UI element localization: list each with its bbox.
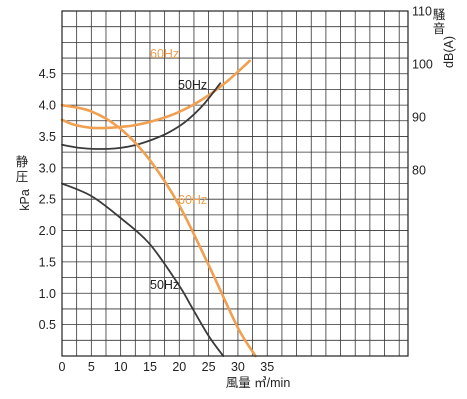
left-tick-label: 0.5 <box>39 318 56 332</box>
x-axis-title: 風量 ㎥/min <box>226 376 291 390</box>
left-tick-labels: 0.5 1.0 1.5 2.0 2.5 3.0 3.5 4.0 4.5 <box>39 67 56 332</box>
right-axis-quantity: 騒音 <box>433 8 446 36</box>
pressure-line-50hz <box>61 182 225 357</box>
left-axis-quantity: 静圧 <box>16 155 29 184</box>
left-tick-label: 1.0 <box>39 287 56 301</box>
left-axis-unit: kPa <box>18 189 32 211</box>
left-tick-label: 4.5 <box>39 67 56 81</box>
pressure-line-60hz <box>60 103 257 358</box>
x-tick-label: 20 <box>172 360 186 374</box>
right-axis-unit: dB(A) <box>442 36 456 68</box>
right-tick-label: 100 <box>412 58 433 72</box>
pressure-curves <box>60 103 257 358</box>
plot-frame <box>61 10 409 357</box>
right-tick-label: 110 <box>412 5 432 19</box>
right-tick-label: 80 <box>412 164 426 178</box>
noise-50hz-label: 50Hz <box>178 78 207 92</box>
left-tick-label: 2.0 <box>39 224 56 238</box>
x-tick-label: 10 <box>114 360 128 374</box>
left-tick-label: 4.0 <box>39 99 56 113</box>
left-tick-label: 3.5 <box>39 130 56 144</box>
noise-line-60hz <box>60 59 251 130</box>
x-tick-label: 15 <box>143 360 157 374</box>
x-tick-label: 35 <box>260 360 274 374</box>
right-tick-label: 90 <box>412 111 426 125</box>
x-tick-label: 25 <box>202 360 216 374</box>
noise-line-50hz <box>61 82 222 150</box>
noise-60hz-label: 60Hz <box>150 47 179 61</box>
x-tick-label: 30 <box>231 360 245 374</box>
right-tick-labels: 80 90 100 110 <box>412 5 433 178</box>
noise-curves <box>60 59 251 150</box>
pressure-60hz-label: 60Hz <box>178 193 207 207</box>
left-tick-label: 3.0 <box>39 161 56 175</box>
x-tick-labels: 0 5 10 15 20 25 30 35 <box>59 360 275 374</box>
x-tick-label: 0 <box>59 360 66 374</box>
left-tick-label: 1.5 <box>39 255 56 269</box>
x-tick-label: 5 <box>88 360 95 374</box>
left-tick-label: 2.5 <box>39 193 56 207</box>
pressure-50hz-label: 50Hz <box>150 278 179 292</box>
grid-lines <box>62 11 408 356</box>
